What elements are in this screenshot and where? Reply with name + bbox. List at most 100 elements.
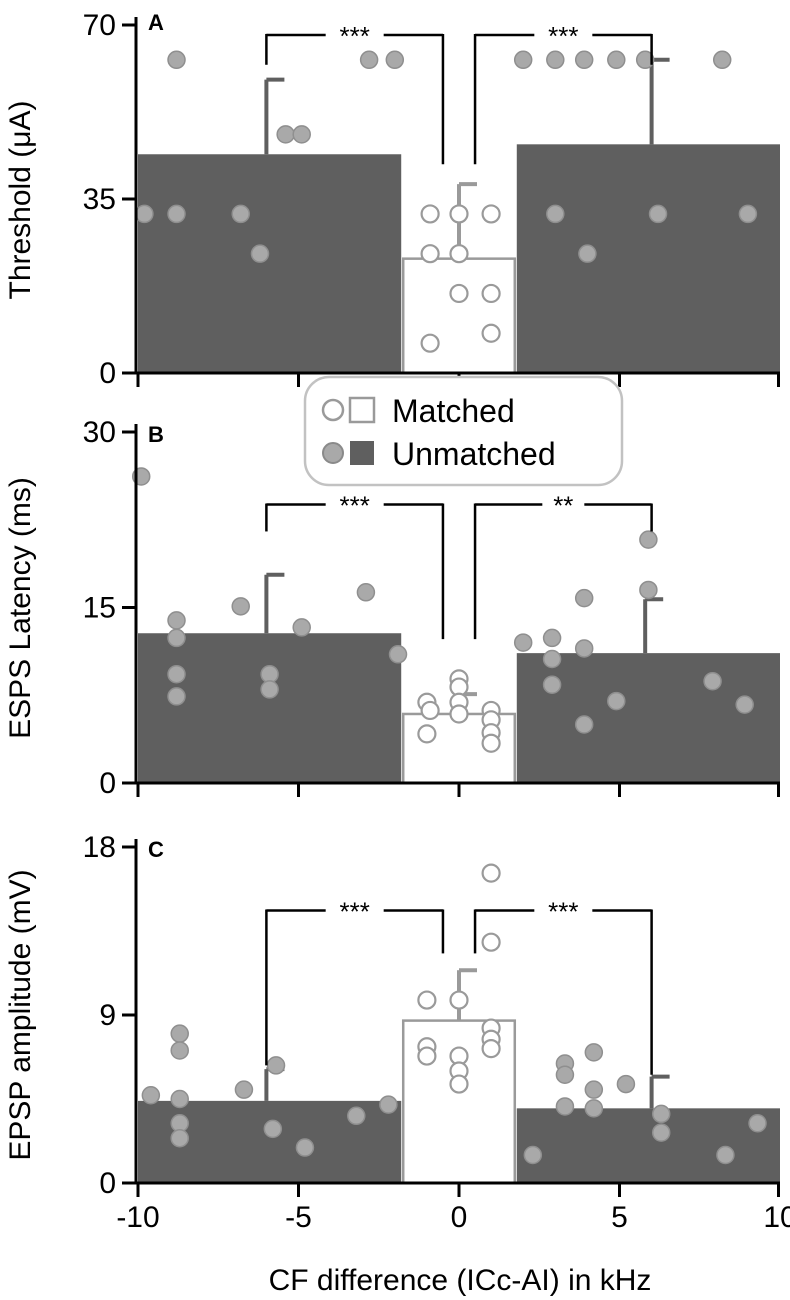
panel-a-sig-label-1: *** [548,21,578,51]
panel-a: A Threshold (μA) *** *** 0 35 70 [4,9,780,390]
panel-b-sig-label-1: ** [553,491,573,521]
panel-a-point-unmatched-3 [276,125,295,144]
legend-unmatched-swatch [350,441,374,465]
panel-b-point-unmatched-7 [260,680,279,699]
panel-c-point-unmatched-18 [584,1099,604,1118]
panel-a-point-matched-8 [481,323,501,343]
panel-c-point-unmatched-5 [170,1128,189,1148]
panel-c-point-unmatched-19 [616,1074,636,1094]
legend-box [303,375,624,487]
panel-b-point-unmatched-19 [639,530,658,549]
panel-b-ylabel: ESPS Latency (ms) [4,477,37,739]
panel-a-point-unmatched-7 [231,204,250,224]
panel-c-point-matched-8 [481,932,501,952]
panel-c-sig-label-1: *** [548,896,578,926]
panel-b-point-unmatched-10 [388,645,408,664]
panel-a-point-unmatched-5 [135,204,154,224]
panel-a-point-unmatched-2 [385,50,405,70]
panel-a-y-tick-label-2: 70 [83,9,116,42]
panel-a-point-unmatched-9 [513,50,533,70]
panel-a-point-unmatched-1 [359,50,379,70]
panel-b-point-unmatched-4 [167,687,186,706]
panel-c-point-unmatched-8 [263,1119,283,1139]
panel-a-bar-1 [401,257,517,375]
panel-b-point-unmatched-9 [356,583,376,602]
panel-c-point-matched-0 [417,990,437,1010]
panel-b-point-unmatched-12 [542,628,562,648]
legend-matched-label: Matched [392,393,515,429]
panel-a-point-unmatched-15 [546,204,565,224]
panel-b-y-tick-label-2: 30 [83,416,116,449]
panel-b-point-unmatched-15 [574,588,594,608]
panel-c-x-tick-label-4: 10 [763,1201,790,1234]
panel-c-point-unmatched-3 [170,1089,189,1109]
panel-a-point-matched-4 [449,244,469,264]
panel-b-point-unmatched-20 [639,580,658,600]
panel-a-point-unmatched-4 [292,125,311,144]
panel-a-bar-0 [138,154,402,373]
panel-b-point-matched-1 [420,700,440,721]
panel-a-bar-2 [516,144,780,373]
panel-a-point-unmatched-17 [648,204,668,224]
panel-b-point-unmatched-1 [167,611,186,630]
panel-b-sig-label-0: *** [339,491,369,521]
legend-unmatched-dot [322,442,344,464]
panel-b-bar-2 [516,653,780,783]
panel-c-point-unmatched-15 [555,1097,575,1116]
panel-a-point-unmatched-6 [167,204,186,224]
panel-a-y-tick-label-0: 0 [99,357,116,390]
panel-c-point-unmatched-20 [651,1104,671,1124]
panel-b-point-unmatched-16 [574,639,594,658]
panel-b-point-unmatched-14 [542,675,562,694]
panel-a-point-matched-2 [481,204,501,224]
panel-a-ylabel: Threshold (μA) [4,100,37,299]
panel-b-label: B [148,422,164,447]
panel-c-point-unmatched-1 [170,1024,189,1043]
panel-c-y-tick-label-0: 0 [99,1167,116,1200]
panel-b-point-unmatched-21 [703,671,722,691]
panel-a-label: A [148,10,164,35]
panel-c-label: C [148,837,164,862]
panel-c-sig-label-0: *** [339,896,369,926]
panel-c-point-unmatched-0 [141,1086,161,1105]
panel-b-bar-0 [138,633,402,783]
legend-matched-dot [321,398,345,422]
x-axis-label: CF difference (ICc-AI) in kHz [269,1264,652,1297]
legend: Matched Unmatched [303,375,624,487]
panel-c-point-matched-6 [449,1074,469,1094]
legend-unmatched-label: Unmatched [392,436,556,472]
panel-b-y-tick-label-0: 0 [99,767,116,800]
panel-a-y-tick-label-1: 35 [83,183,116,216]
panel-c-point-unmatched-10 [347,1106,366,1126]
panel-b-point-unmatched-2 [167,628,186,648]
panel-b-point-unmatched-18 [607,691,626,711]
panel-c-point-matched-11 [481,1038,501,1059]
panel-c-point-unmatched-16 [584,1043,604,1062]
panel-b-point-unmatched-6 [260,664,279,684]
panel-a-point-unmatched-0 [167,50,186,70]
panel-a-point-unmatched-18 [738,204,758,224]
panel-c-point-unmatched-23 [748,1114,767,1133]
panel-c-point-unmatched-17 [584,1080,604,1099]
panel-c-point-unmatched-14 [555,1065,575,1084]
panel-b-point-matched-2 [417,724,437,744]
panel-a-point-unmatched-11 [574,50,594,70]
panel-c-x-tick-label-0: -10 [116,1201,159,1234]
legend-matched-swatch [348,396,376,424]
panel-c-point-matched-3 [449,990,469,1010]
panel-c-bar-2 [516,1108,780,1183]
panel-a-point-unmatched-8 [250,244,270,263]
panel-a-point-unmatched-12 [607,50,626,70]
panel-a-point-matched-6 [481,283,501,304]
panel-c-point-matched-2 [417,1046,437,1066]
panel-b-point-unmatched-22 [735,695,754,714]
panel-a-sig-label-0: *** [339,21,369,51]
panel-b-point-unmatched-17 [574,715,594,734]
panel-a-point-unmatched-10 [546,50,565,70]
panel-a-point-unmatched-14 [712,50,732,70]
panel-a-point-matched-3 [420,244,440,264]
panel-c-point-unmatched-11 [379,1095,398,1114]
panel-a-point-unmatched-16 [578,244,597,263]
